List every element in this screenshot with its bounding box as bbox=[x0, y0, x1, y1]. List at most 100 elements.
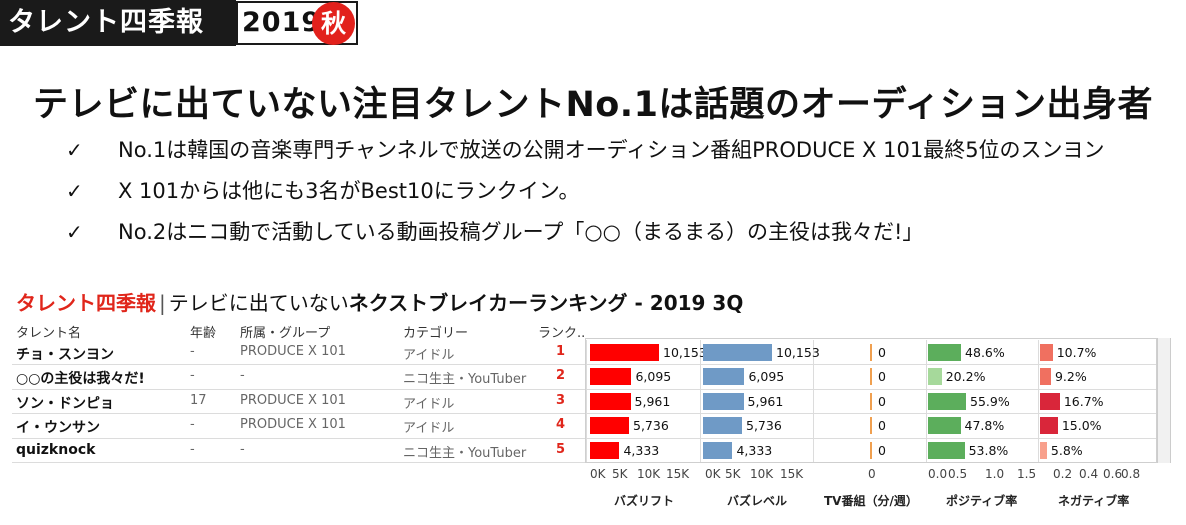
talent-agency: PRODUCE X 101 bbox=[240, 392, 346, 408]
negative-value: 5.8% bbox=[1050, 442, 1083, 458]
tv-bar[interactable] bbox=[870, 441, 872, 459]
dashboard-title: タレント四季報 | テレビに出ていないネクストブレイカーランキング - 2019 3… bbox=[16, 287, 743, 316]
buzz-lift-value: 4,333 bbox=[623, 442, 660, 458]
panel-divider bbox=[813, 340, 814, 462]
talent-name[interactable]: ソン・ドンピョ bbox=[16, 395, 114, 412]
tv-bar[interactable] bbox=[870, 417, 872, 435]
axis-title[interactable]: バズレベル bbox=[727, 494, 788, 508]
talent-name[interactable]: ○○の主役は我々だ! bbox=[16, 371, 145, 388]
talent-name[interactable]: quizknock bbox=[16, 441, 96, 458]
brand-label: タレント四季報 bbox=[0, 0, 236, 46]
axis-tick-label: 0K bbox=[705, 467, 721, 481]
axis-tick-label: 0.6 bbox=[1103, 467, 1123, 481]
positive-bar[interactable] bbox=[928, 417, 961, 435]
panel-divider bbox=[926, 340, 927, 462]
check-icon: ✓ bbox=[66, 138, 83, 162]
axis-tick-label: 10K bbox=[637, 467, 661, 481]
check-icon: ✓ bbox=[66, 220, 83, 244]
axis-tick-label: 0.2 bbox=[1053, 467, 1073, 481]
negative-bar[interactable] bbox=[1040, 344, 1053, 361]
header-age[interactable]: 年齢 bbox=[190, 326, 217, 341]
talent-rank: 5 bbox=[556, 441, 566, 457]
talent-age: - bbox=[190, 417, 195, 433]
positive-value: 55.9% bbox=[970, 393, 1010, 409]
talent-category: ニコ生主・YouTuber bbox=[403, 445, 527, 461]
axis-tick-label: 0.0 bbox=[928, 467, 948, 481]
axis-tick-label: 15K bbox=[666, 467, 690, 481]
headline: テレビに出ていない注目タレントNo.1は話題のオーディション出身者 bbox=[32, 85, 1154, 125]
panel-divider bbox=[700, 340, 701, 462]
tv-bar[interactable] bbox=[870, 368, 872, 386]
dashboard-brand: タレント四季報 bbox=[16, 291, 156, 315]
row-divider bbox=[12, 413, 1157, 415]
axis-tick-label: 0K bbox=[590, 467, 606, 481]
positive-bar[interactable] bbox=[928, 344, 962, 361]
talent-age: - bbox=[190, 344, 195, 359]
axis-tick-label: 10K bbox=[750, 467, 774, 481]
season-badge: 秋 bbox=[312, 2, 355, 45]
talent-name[interactable]: イ・ウンサン bbox=[16, 420, 100, 437]
header-category[interactable]: カテゴリー bbox=[403, 326, 469, 341]
axis-tick-label: 5K bbox=[612, 467, 628, 481]
buzz-level-bar[interactable] bbox=[703, 441, 733, 459]
buzz-level-bar[interactable] bbox=[703, 368, 745, 386]
buzz-lift-bar[interactable] bbox=[590, 344, 660, 361]
buzz-level-value: 4,333 bbox=[736, 442, 773, 458]
bullet-item: ✓ X 101からは他にも3名がBest10にランクイン。 bbox=[66, 175, 579, 205]
talent-category: アイドル bbox=[403, 421, 455, 437]
negative-value: 16.7% bbox=[1063, 393, 1104, 409]
buzz-level-bar[interactable] bbox=[703, 392, 744, 410]
row-divider bbox=[12, 364, 1157, 366]
buzz-level-bar[interactable] bbox=[703, 344, 773, 361]
positive-bar[interactable] bbox=[928, 441, 965, 459]
tv-value: 0 bbox=[878, 345, 886, 360]
row-divider bbox=[12, 462, 1157, 463]
bullet-text: No.1は韓国の音楽専門チャンネルで放送の公開オーディション番組PRODUCE … bbox=[118, 138, 1105, 162]
negative-bar[interactable] bbox=[1040, 417, 1058, 435]
talent-agency: - bbox=[240, 368, 245, 384]
buzz-level-value: 5,736 bbox=[746, 418, 782, 434]
chart-panel-border bbox=[585, 338, 1157, 463]
buzz-lift-bar[interactable] bbox=[590, 441, 620, 459]
talent-agency: PRODUCE X 101 bbox=[240, 344, 346, 359]
axis-title[interactable]: TV番組（分/週） bbox=[824, 494, 918, 508]
talent-rank: 4 bbox=[556, 417, 566, 433]
negative-bar[interactable] bbox=[1040, 368, 1051, 386]
axis-title[interactable]: ポジティブ率 bbox=[946, 494, 1018, 508]
dashboard-title-plain: テレビに出ていない bbox=[168, 291, 349, 315]
title-separator: | bbox=[159, 291, 166, 315]
positive-bar[interactable] bbox=[928, 392, 966, 410]
negative-value: 10.7% bbox=[1056, 345, 1097, 360]
axis-tick-label: 5K bbox=[725, 467, 741, 481]
year-label: 2019 bbox=[242, 7, 322, 38]
positive-value: 20.2% bbox=[945, 369, 986, 385]
row-divider bbox=[12, 388, 1157, 390]
panel-divider bbox=[1038, 340, 1039, 462]
talent-name[interactable]: チョ・スンヨン bbox=[16, 347, 114, 363]
axis-title[interactable]: ネガティブ率 bbox=[1058, 494, 1130, 508]
buzz-level-value: 10,153 bbox=[776, 345, 820, 360]
header-name[interactable]: タレント名 bbox=[16, 326, 82, 341]
talent-age: - bbox=[190, 368, 195, 384]
negative-bar[interactable] bbox=[1040, 392, 1060, 410]
buzz-lift-bar[interactable] bbox=[590, 368, 632, 386]
buzz-lift-bar[interactable] bbox=[590, 392, 631, 410]
header-agency[interactable]: 所属・グループ bbox=[240, 326, 331, 341]
axis-tick-label: 0 bbox=[868, 467, 876, 481]
positive-bar[interactable] bbox=[928, 368, 942, 386]
axis-tick-label: 0.4 bbox=[1079, 467, 1099, 481]
negative-bar[interactable] bbox=[1040, 441, 1047, 459]
row-divider bbox=[12, 437, 1157, 439]
vertical-scrollbar[interactable] bbox=[1157, 338, 1171, 463]
tv-value: 0 bbox=[878, 442, 886, 458]
axis-title[interactable]: バズリフト bbox=[614, 494, 675, 508]
header-rank[interactable]: ランク.. bbox=[538, 326, 586, 341]
talent-agency: PRODUCE X 101 bbox=[240, 417, 346, 433]
tv-bar[interactable] bbox=[870, 344, 872, 361]
bullet-text: No.2はニコ動で活動している動画投稿グループ「○○（まるまる）の主役は我々だ!… bbox=[118, 220, 924, 244]
buzz-level-bar[interactable] bbox=[703, 417, 742, 435]
buzz-lift-bar[interactable] bbox=[590, 417, 629, 435]
negative-value: 9.2% bbox=[1054, 369, 1087, 385]
tv-bar[interactable] bbox=[870, 392, 872, 410]
positive-value: 53.8% bbox=[968, 442, 1009, 458]
